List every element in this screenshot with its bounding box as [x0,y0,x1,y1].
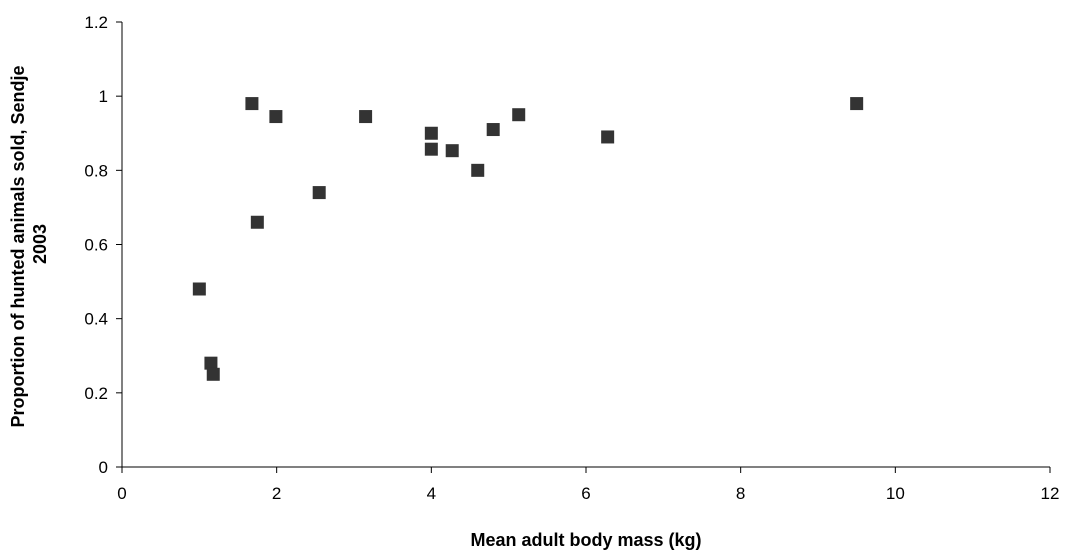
data-point [471,163,485,177]
data-point [204,356,218,370]
x-axis-title: Mean adult body mass (kg) [470,530,701,550]
data-point [486,123,500,137]
data-point [269,110,283,124]
data-point [850,97,864,111]
x-tick-label: 4 [427,484,436,503]
data-points [192,97,864,381]
x-axis: 0 2 4 6 8 10 12 [117,466,1059,503]
y-axis-title-line2: 2003 [30,224,50,264]
data-point [512,108,526,122]
y-axis-title-line1: Proportion of hunted animals sold, Sendj… [8,65,28,427]
y-tick-label: 0.2 [84,384,108,403]
x-tick-label: 2 [272,484,281,503]
x-tick-group: 0 2 4 6 8 10 12 [117,467,1059,503]
data-point [601,130,615,144]
y-tick-label: 0 [99,458,108,477]
y-tick-label: 0.4 [84,310,108,329]
y-tick-label: 1.2 [84,13,108,32]
y-tick-label: 1 [99,87,108,106]
y-tick-label: 0.8 [84,161,108,180]
data-point [245,97,259,111]
data-point [192,282,206,296]
x-tick-label: 8 [736,484,745,503]
data-point [250,215,264,229]
data-point [424,142,438,156]
x-tick-label: 10 [886,484,905,503]
y-tick-group: 0 0.2 0.4 0.6 0.8 1 1.2 [84,13,122,477]
data-point [359,110,373,124]
y-axis: 0 0.2 0.4 0.6 0.8 1 1.2 [84,13,123,477]
y-tick-label: 0.6 [84,236,108,255]
y-axis-title: Proportion of hunted animals sold, Sendj… [8,60,50,427]
x-tick-label: 0 [117,484,126,503]
x-tick-label: 6 [581,484,590,503]
x-tick-label: 12 [1041,484,1060,503]
data-point [424,126,438,140]
data-point [445,144,459,158]
data-point [206,367,220,381]
data-point [312,186,326,200]
